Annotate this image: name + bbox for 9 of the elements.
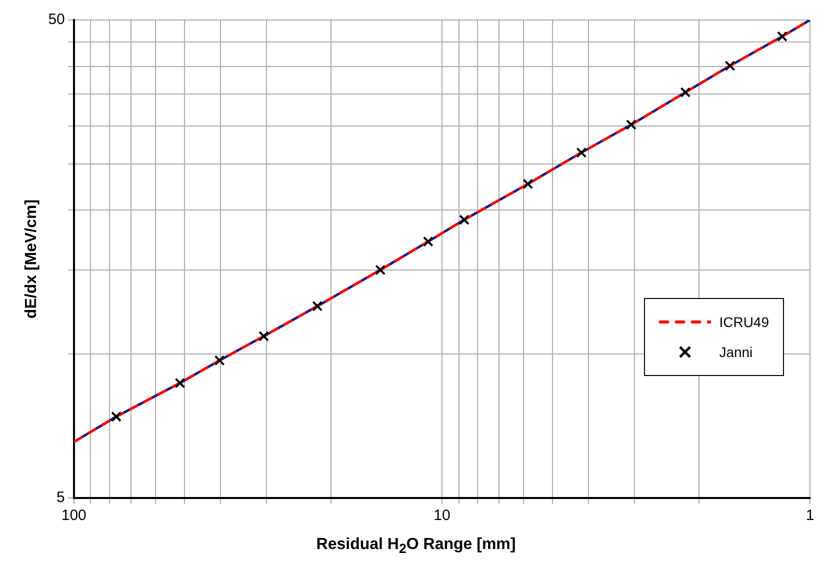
- y-tick-label: 50: [48, 11, 65, 28]
- x-axis-title: Residual H$_{2}$O Range [mm]: [315, 536, 517, 556]
- legend-label: Janni: [719, 344, 753, 360]
- x-tick-label: 1: [806, 507, 814, 524]
- y-tick-label: 5: [56, 489, 65, 506]
- y-axis-title: dE/dx [MeV/cm]: [23, 199, 40, 319]
- x-tick-label: 10: [434, 507, 450, 524]
- legend-label: ICRU49: [719, 314, 769, 330]
- x-tick-label: 100: [61, 507, 86, 524]
